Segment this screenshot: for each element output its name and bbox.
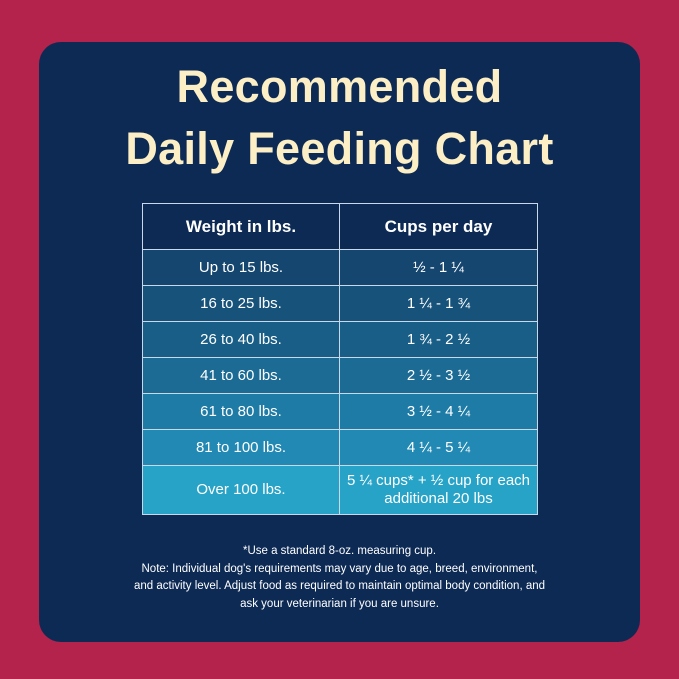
table-header-row: Weight in lbs. Cups per day (142, 203, 538, 250)
table-row: 61 to 80 lbs. 3 ½ - 4 ¼ (142, 393, 538, 430)
weight-cell: 26 to 40 lbs. (142, 321, 340, 358)
table-row: 41 to 60 lbs. 2 ½ - 3 ½ (142, 357, 538, 394)
cups-cell: 3 ½ - 4 ¼ (339, 393, 538, 430)
cups-cell: 4 ¼ - 5 ¼ (339, 429, 538, 466)
table-row: 81 to 100 lbs. 4 ¼ - 5 ¼ (142, 429, 538, 466)
weight-cell: 81 to 100 lbs. (142, 429, 340, 466)
table-row: 16 to 25 lbs. 1 ¼ - 1 ¾ (142, 285, 538, 322)
cups-cell: 2 ½ - 3 ½ (339, 357, 538, 394)
cups-cell: ½ - 1 ¼ (339, 249, 538, 286)
title-line-2: Daily Feeding Chart (125, 123, 554, 174)
footnote-line: ask your veterinarian if you are unsure. (240, 597, 439, 610)
footnote-line: Note: Individual dog's requirements may … (141, 562, 538, 575)
cups-cell: 5 ¼ cups* + ½ cup for each additional 20… (339, 465, 538, 515)
page-title: Recommended Daily Feeding Chart (0, 56, 679, 180)
weight-cell: Over 100 lbs. (142, 465, 340, 515)
weight-cell: 41 to 60 lbs. (142, 357, 340, 394)
footnote-line: and activity level. Adjust food as requi… (133, 580, 546, 592)
header-cups: Cups per day (339, 203, 538, 250)
title-line-1: Recommended (176, 61, 503, 112)
table-row: Up to 15 lbs. ½ - 1 ¼ (142, 249, 538, 286)
header-weight: Weight in lbs. (142, 203, 340, 250)
weight-cell: Up to 15 lbs. (142, 249, 340, 286)
footnote-line: *Use a standard 8-oz. measuring cup. (242, 545, 437, 557)
table-row: 26 to 40 lbs. 1 ¾ - 2 ½ (142, 321, 538, 358)
cups-cell: 1 ¼ - 1 ¾ (339, 285, 538, 322)
table-row: Over 100 lbs. 5 ¼ cups* + ½ cup for each … (142, 465, 538, 515)
weight-cell: 61 to 80 lbs. (142, 393, 340, 430)
weight-cell: 16 to 25 lbs. (142, 285, 340, 322)
cups-cell: 1 ¾ - 2 ½ (339, 321, 538, 358)
feeding-table: Weight in lbs. Cups per day Up to 15 lbs… (142, 203, 538, 515)
footnote: *Use a standard 8-oz. measuring cup. Not… (0, 543, 679, 613)
